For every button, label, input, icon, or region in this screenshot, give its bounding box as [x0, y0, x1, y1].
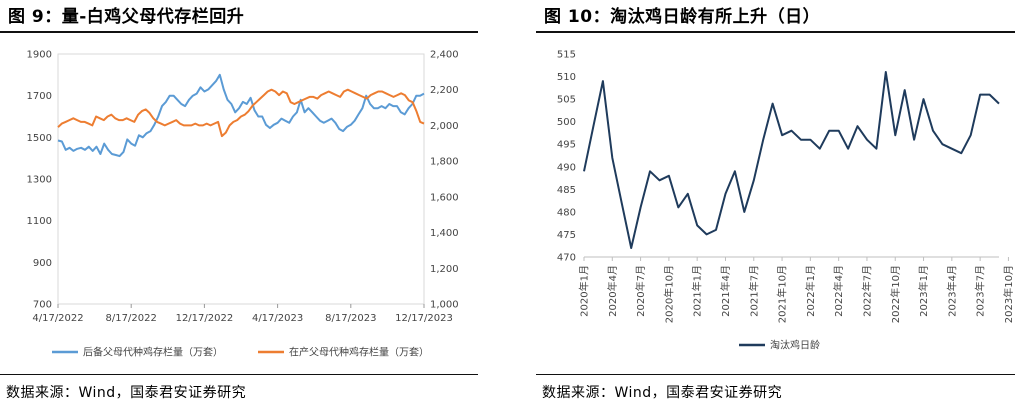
y-tick-label: 490 [557, 162, 576, 173]
legend-label-1: 淘汰鸡日龄 [770, 339, 820, 352]
right-y-tick-label: 1,800 [430, 157, 459, 168]
x-tick-label: 2020年10月 [662, 265, 675, 323]
series-line-2 [57, 88, 425, 138]
right-y-tick-label: 2,400 [430, 50, 459, 61]
x-tick-label: 2021年1月 [691, 265, 704, 317]
x-tick-label: 12/17/2023 [395, 313, 453, 324]
x-tick-label: 2022年7月 [860, 265, 873, 317]
y-tick-label: 500 [557, 117, 576, 128]
x-tick-label: 2021年7月 [747, 265, 760, 317]
right-source-note: 数据来源：Wind，国泰君安证券研究 [542, 385, 783, 401]
series-line-1 [57, 73, 425, 158]
right-y-tick-label: 1,400 [430, 228, 459, 239]
right-y-tick-label: 2,000 [430, 121, 459, 132]
x-tick-label: 8/17/2023 [325, 313, 376, 324]
y-tick-label: 485 [557, 185, 576, 196]
right-y-tick-label: 1,200 [430, 264, 459, 275]
left-y-tick-label: 1300 [27, 175, 52, 186]
right-chart-title: 图 10：淘汰鸡日龄有所上升（日） [544, 7, 821, 27]
right-title-rule [536, 31, 1015, 33]
right-y-tick-label: 1,600 [430, 192, 459, 203]
left-title-rule [0, 31, 478, 33]
y-tick-label: 495 [557, 140, 576, 151]
left-y-tick-label: 900 [33, 258, 52, 269]
y-tick-label: 475 [557, 230, 576, 241]
left-plot-frame [57, 53, 425, 305]
x-tick-label: 2022年4月 [832, 265, 845, 317]
x-tick-label: 2023年10月 [1002, 265, 1015, 323]
x-tick-label: 2020年4月 [606, 265, 619, 317]
y-tick-label: 505 [557, 95, 576, 106]
legend-label-2: 在产父母代种鸡存栏量（万套） [289, 346, 429, 359]
x-tick-label: 2022年1月 [804, 265, 817, 317]
y-tick-label: 515 [557, 50, 576, 61]
left-source-note: 数据来源：Wind，国泰君安证券研究 [6, 385, 247, 401]
right-y-tick-label: 1,000 [430, 300, 459, 311]
left-y-tick-label: 700 [33, 300, 52, 311]
right-line-chart: 470 475 480 485 490 495 500 505 510 515 2020年1月 202… [557, 50, 1015, 352]
left-y-tick-label: 1900 [27, 50, 52, 61]
x-tick-label: 2023年7月 [974, 265, 987, 317]
x-tick-label: 2020年7月 [634, 265, 647, 317]
left-y-tick-label: 1100 [27, 216, 52, 227]
x-tick-label: 2022年10月 [889, 265, 902, 323]
left-y-tick-label: 1700 [27, 91, 52, 102]
y-tick-label: 510 [557, 72, 576, 83]
x-tick-label: 12/17/2022 [176, 313, 234, 324]
left-source-rule [0, 374, 478, 375]
left-chart-panel: 图 9：量-白鸡父母代存栏回升 700 900 1100 1300 1500 1700 19… [0, 0, 478, 409]
right-y-tick-label: 2,200 [430, 85, 459, 96]
series-line-1 [583, 71, 1000, 249]
x-tick-label: 2023年1月 [917, 265, 930, 317]
y-tick-label: 470 [557, 253, 576, 264]
x-tick-label: 4/17/2023 [252, 313, 303, 324]
x-tick-label: 2021年10月 [776, 265, 789, 323]
left-line-chart: 700 900 1100 1300 1500 1700 1900 1,000 1,200 1,40… [27, 50, 459, 359]
x-tick-label: 8/17/2022 [106, 313, 157, 324]
right-chart-panel: 图 10：淘汰鸡日龄有所上升（日） 470 475 480 485 490 495 500 5… [536, 0, 1015, 409]
left-chart-title: 图 9：量-白鸡父母代存栏回升 [8, 7, 245, 27]
x-tick-label: 2021年4月 [719, 265, 732, 317]
right-source-rule [536, 374, 1015, 375]
x-tick-label: 4/17/2022 [32, 313, 83, 324]
x-tick-label: 2020年1月 [578, 265, 591, 317]
legend-label-1: 后备父母代种鸡存栏量（万套） [83, 346, 223, 359]
x-tick-label: 2023年4月 [945, 265, 958, 317]
y-tick-label: 480 [557, 207, 576, 218]
left-y-tick-label: 1500 [27, 133, 52, 144]
